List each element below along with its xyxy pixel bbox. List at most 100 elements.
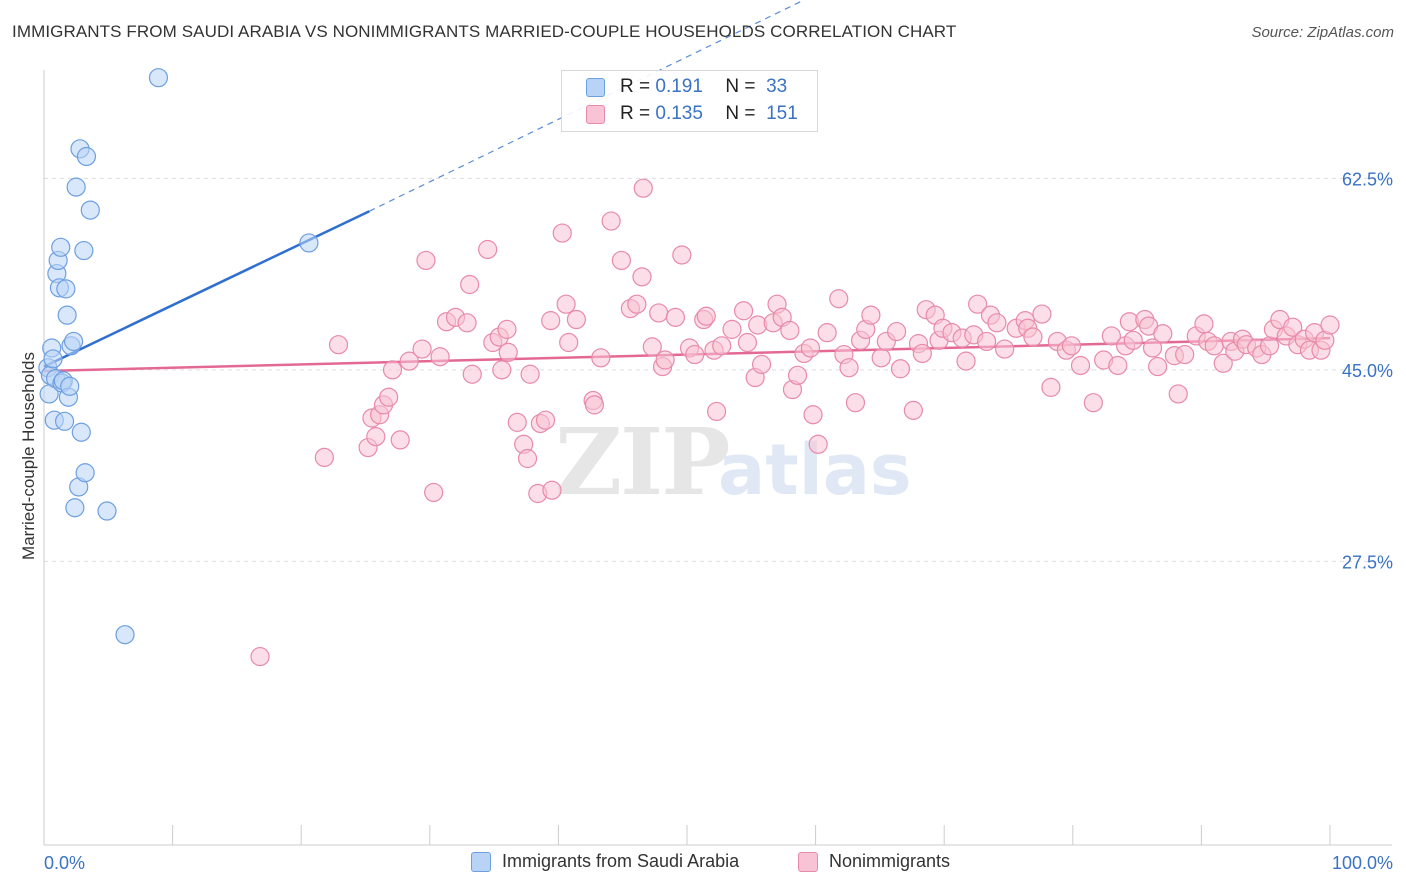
nonimmigrant-point: [1070, 355, 1091, 376]
axes: [43, 70, 1392, 846]
n-value: 151: [766, 103, 798, 124]
r-value: 0.191: [655, 76, 703, 97]
saudi-point: [63, 331, 84, 352]
nonimmigrant-point: [817, 323, 837, 343]
nonimmigrant-point: [1023, 327, 1043, 347]
nonimmigrant-point: [722, 319, 742, 339]
legend-item-nonimmigrants[interactable]: Nonimmigrants: [798, 851, 950, 872]
nonimmigrant-point: [871, 348, 891, 368]
nonimmigrant-point: [250, 646, 270, 667]
nonimmigrant-point: [542, 480, 562, 500]
saudi-point: [57, 305, 77, 325]
saudi-point: [65, 498, 85, 518]
nonimmigrant-point: [987, 313, 1007, 333]
nonimmigrant-point: [995, 339, 1015, 359]
nonimmigrant-point: [1123, 330, 1143, 350]
nonimmigrant-point: [706, 401, 727, 422]
nonimmigrant-point: [399, 351, 419, 371]
watermark: ZIP atlas: [555, 408, 912, 516]
legend-label: Immigrants from Saudi Arabia: [502, 851, 740, 871]
nonimmigrant-point: [416, 250, 436, 271]
nonimmigrant-point: [584, 395, 605, 415]
nonimmigrant-point: [737, 332, 758, 353]
nonimmigrant-point: [1041, 377, 1061, 397]
r-value: 0.135: [655, 103, 703, 124]
nonimmigrant-point: [903, 400, 923, 420]
nonimmigrant-point: [1083, 393, 1103, 413]
nonimmigrant-point: [611, 250, 632, 271]
nonimmigrant-point: [887, 321, 907, 342]
nonimmigrant-point: [968, 294, 988, 314]
y-axis-label: Married-couple Households: [19, 352, 38, 560]
saudi-point: [148, 68, 169, 88]
nonimmigrant-point: [379, 387, 399, 407]
saudi-point: [80, 200, 100, 220]
data-points: [38, 68, 1340, 667]
gridlines: [44, 177, 1392, 562]
nonimmigrant-point: [633, 178, 653, 198]
nonimmigrant-point: [328, 335, 349, 355]
nonimmigrant-point: [672, 245, 692, 265]
chart-title: IMMIGRANTS FROM SAUDI ARABIA VS NONIMMIG…: [12, 22, 957, 41]
nonimmigrant-point: [861, 305, 881, 325]
nonimmigrant-point: [462, 364, 482, 384]
nonimmigrant-point: [520, 364, 540, 384]
nonimmigrant-point: [382, 360, 403, 380]
saudi-point: [97, 501, 117, 521]
nonimmigrant-point: [492, 360, 512, 380]
nonimmigrant-point: [1283, 317, 1303, 337]
nonimmigrant-point: [632, 267, 652, 287]
nonimmigrant-point: [457, 313, 477, 333]
legend-label: Nonimmigrants: [829, 851, 951, 871]
legend-item-saudi[interactable]: Immigrants from Saudi Arabia: [471, 851, 739, 872]
saudi-point: [43, 349, 63, 369]
nonimmigrant-point: [829, 289, 849, 309]
nonimmigrant-point: [956, 351, 976, 371]
nonimmigrant-point: [696, 306, 716, 326]
legend-swatch-pink: [586, 104, 605, 124]
nonimmigrant-point: [1194, 314, 1214, 334]
nonimmigrant-point: [390, 430, 410, 450]
nonimmigrant-point: [559, 332, 579, 353]
nonimmigrant-point: [685, 344, 705, 365]
source-credit: Source: ZipAtlas.com: [1251, 24, 1394, 41]
nonimmigrant-point: [787, 365, 808, 385]
saudi-point: [299, 233, 319, 253]
saudi-point: [74, 240, 94, 261]
nonimmigrant-point: [556, 294, 576, 314]
nonimmigrant-point: [1108, 355, 1128, 376]
legend-row-nonimmigrants: R = 0.135 N = 151: [586, 102, 798, 126]
saudi-point: [60, 376, 80, 396]
nonimmigrant-point: [712, 336, 732, 356]
nonimmigrant-point: [460, 274, 480, 295]
nonimmigrant-point: [733, 301, 754, 321]
nonimmigrant-point: [649, 303, 669, 323]
nonimmigrant-point: [1204, 336, 1224, 356]
correlation-legend: R = 0.191 N = 33 R = 0.135 N = 151: [561, 70, 818, 132]
nonimmigrant-point: [808, 434, 828, 454]
nonimmigrant-point: [839, 358, 859, 378]
legend-swatch-blue: [586, 77, 605, 97]
nonimmigrant-point: [1168, 384, 1188, 404]
nonimmigrant-point: [751, 354, 772, 374]
nonimmigrant-point: [541, 311, 561, 331]
nonimmigrant-point: [507, 412, 527, 432]
y-tick-label: 45.0%: [1342, 361, 1393, 381]
nonimmigrant-point: [430, 347, 450, 367]
series-legend: Immigrants from Saudi Arabia Nonimmigran…: [0, 851, 1406, 877]
nonimmigrant-point: [1175, 344, 1195, 365]
nonimmigrant-point: [552, 223, 572, 243]
saudi-point: [71, 422, 91, 442]
nonimmigrant-point: [1213, 353, 1233, 373]
y-tick-label: 27.5%: [1342, 552, 1393, 572]
saudi-point: [54, 411, 75, 431]
saudi-trend-line: [43, 210, 370, 368]
legend-swatch-pink: [798, 851, 818, 872]
nonimmigrant-point: [1032, 304, 1052, 324]
nonimmigrant-point: [601, 211, 621, 231]
nonimmigrant-point: [1153, 324, 1173, 344]
nonimmigrant-point: [314, 447, 334, 468]
saudi-point: [56, 279, 76, 299]
nonimmigrant-point: [780, 320, 800, 341]
